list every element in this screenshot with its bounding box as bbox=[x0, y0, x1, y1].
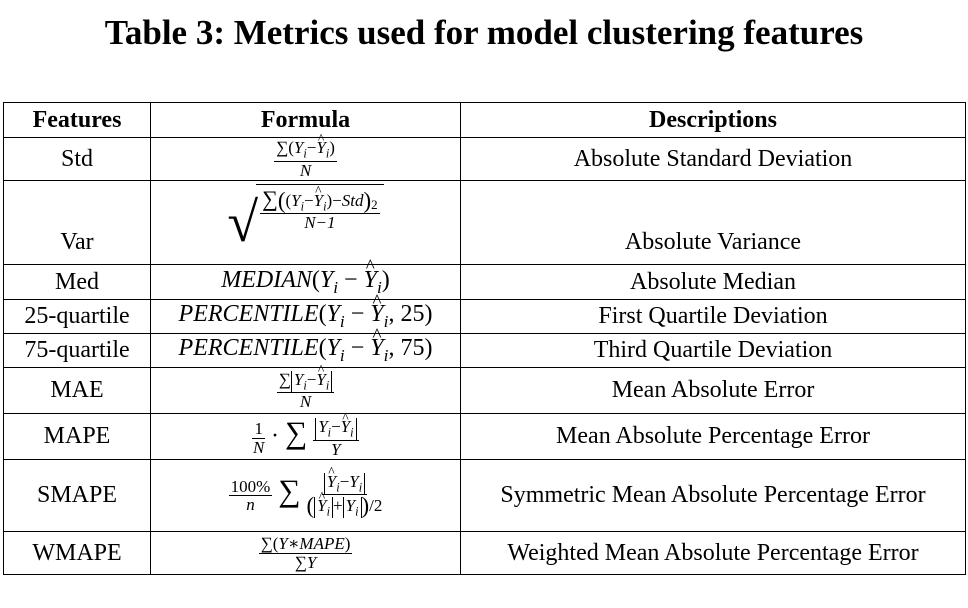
table-caption: Table 3: Metrics used for model clusteri… bbox=[104, 13, 864, 52]
description-cell: Absolute Median bbox=[460, 264, 966, 300]
formula-cell-mape: 1N · ∑ Yi−YiY bbox=[150, 411, 461, 460]
table-row: Var √ ∑((Yi−Yi)−Std)2 N−1 Absolute Varia… bbox=[3, 180, 966, 265]
table-row: Std ∑(Yi−Yi) N Absolute Standard Deviati… bbox=[3, 132, 966, 181]
feature-cell: 75-quartile bbox=[3, 333, 151, 368]
metrics-table: Features Formula Descriptions Std ∑(Yi−Y… bbox=[3, 102, 966, 575]
description-cell: Mean Absolute Error bbox=[460, 367, 966, 414]
description-cell: Absolute Variance bbox=[460, 180, 966, 265]
header-features: Features bbox=[3, 102, 151, 138]
q75-formula: PERCENTILE(Yi − Yi, 75) bbox=[179, 325, 433, 365]
table-row: Med MEDIAN(Yi − Yi) Absolute Median bbox=[3, 256, 966, 300]
table-row: WMAPE ∑(Y∗MAPE) ∑Y Weighted Mean Absolut… bbox=[3, 531, 966, 575]
table-row: 75-quartile PERCENTILE(Yi − Yi, 75) Thir… bbox=[3, 325, 966, 368]
header-row: Features Formula Descriptions bbox=[3, 102, 966, 138]
feature-cell: Med bbox=[3, 264, 151, 300]
smape-formula: 100%n ∑ Yi−Yi (Yi+Yi)/2 bbox=[228, 465, 382, 518]
feature-cell: SMAPE bbox=[3, 459, 151, 532]
mae-formula: ∑Yi−Yi N bbox=[276, 363, 335, 410]
description-cell: Mean Absolute Percentage Error bbox=[460, 413, 966, 460]
formula-cell-mae: ∑Yi−Yi N bbox=[150, 363, 461, 414]
header-descriptions: Descriptions bbox=[460, 102, 966, 138]
formula-cell-var: √ ∑((Yi−Yi)−Std)2 N−1 bbox=[150, 180, 461, 265]
description-cell: Weighted Mean Absolute Percentage Error bbox=[460, 531, 966, 575]
description-cell: Symmetric Mean Absolute Percentage Error bbox=[460, 459, 966, 532]
formula-cell-std: ∑(Yi−Yi) N bbox=[150, 132, 461, 181]
std-formula: ∑(Yi−Yi) N bbox=[274, 132, 337, 179]
table-row: MAPE 1N · ∑ Yi−YiY Mean Absolute Percent… bbox=[3, 411, 966, 460]
feature-cell: MAPE bbox=[3, 413, 151, 460]
description-cell: Third Quartile Deviation bbox=[460, 333, 966, 368]
description-cell: Absolute Standard Deviation bbox=[460, 137, 966, 181]
feature-cell: Var bbox=[3, 180, 151, 265]
feature-cell: MAE bbox=[3, 367, 151, 414]
table-row: MAE ∑Yi−Yi N Mean Absolute Error bbox=[3, 363, 966, 414]
med-formula: MEDIAN(Yi − Yi) bbox=[221, 256, 390, 296]
description-cell: First Quartile Deviation bbox=[460, 299, 966, 334]
formula-cell-med: MEDIAN(Yi − Yi) bbox=[150, 256, 461, 300]
formula-cell-q75: PERCENTILE(Yi − Yi, 75) bbox=[150, 325, 461, 368]
mape-formula: 1N · ∑ Yi−YiY bbox=[252, 411, 359, 458]
q25-formula: PERCENTILE(Yi − Yi, 25) bbox=[179, 291, 433, 331]
feature-cell: WMAPE bbox=[3, 531, 151, 575]
feature-cell: Std bbox=[3, 137, 151, 181]
formula-cell-q25: PERCENTILE(Yi − Yi, 25) bbox=[150, 291, 461, 334]
formula-cell-smape: 100%n ∑ Yi−Yi (Yi+Yi)/2 bbox=[150, 459, 461, 532]
header-formula: Formula bbox=[150, 102, 461, 138]
var-formula: √ ∑((Yi−Yi)−Std)2 N−1 bbox=[227, 183, 384, 262]
feature-cell: 25-quartile bbox=[3, 299, 151, 334]
formula-cell-wmape: ∑(Y∗MAPE) ∑Y bbox=[150, 531, 461, 575]
table-row: SMAPE 100%n ∑ Yi−Yi (Yi+Yi)/2 Symmetric … bbox=[3, 459, 966, 532]
table-row: 25-quartile PERCENTILE(Yi − Yi, 25) Firs… bbox=[3, 291, 966, 334]
wmape-formula: ∑(Y∗MAPE) ∑Y bbox=[258, 534, 353, 572]
